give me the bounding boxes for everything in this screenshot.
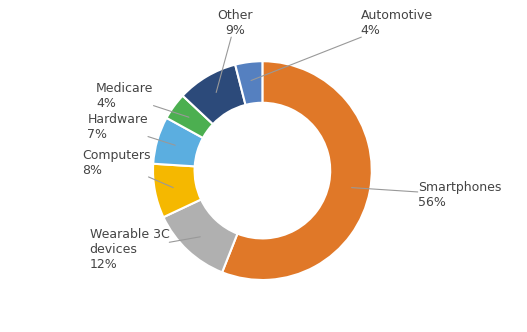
Wedge shape	[183, 65, 246, 124]
Text: Other
9%: Other 9%	[216, 9, 253, 92]
Text: Automotive
4%: Automotive 4%	[251, 9, 433, 81]
Text: Hardware
7%: Hardware 7%	[87, 113, 175, 145]
Text: Wearable 3C
devices
12%: Wearable 3C devices 12%	[90, 228, 200, 271]
Wedge shape	[153, 118, 203, 166]
Text: Medicare
4%: Medicare 4%	[96, 82, 189, 117]
Wedge shape	[163, 200, 238, 272]
Wedge shape	[153, 164, 201, 217]
Wedge shape	[167, 96, 213, 138]
Text: Smartphones
56%: Smartphones 56%	[352, 181, 501, 209]
Wedge shape	[235, 61, 262, 105]
Text: Computers
8%: Computers 8%	[82, 149, 173, 188]
Wedge shape	[222, 61, 372, 280]
